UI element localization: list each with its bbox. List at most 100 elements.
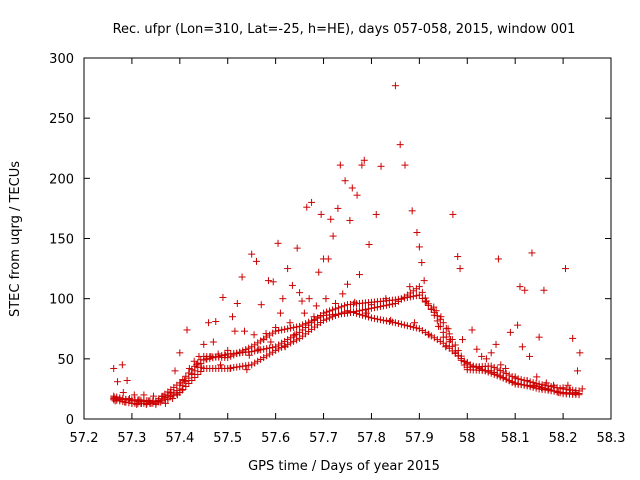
data-point xyxy=(415,325,423,333)
data-point xyxy=(457,356,465,364)
data-point xyxy=(300,309,308,317)
data-point xyxy=(335,304,343,312)
data-point xyxy=(194,370,202,378)
data-point xyxy=(245,351,253,359)
data-point xyxy=(188,366,196,374)
data-point xyxy=(492,340,500,348)
data-point xyxy=(442,333,450,341)
data-point xyxy=(533,373,541,381)
data-point xyxy=(436,315,444,323)
data-point xyxy=(400,321,408,329)
data-point xyxy=(370,304,378,312)
data-point xyxy=(224,354,232,362)
data-point xyxy=(279,295,287,303)
data-point xyxy=(179,376,187,384)
data-point xyxy=(346,216,354,224)
data-point xyxy=(194,359,202,367)
data-point xyxy=(401,161,409,169)
data-point xyxy=(287,324,295,332)
data-point xyxy=(352,307,360,315)
data-point xyxy=(406,283,414,291)
data-point xyxy=(388,300,396,308)
data-point xyxy=(439,319,447,327)
y-tick-label: 100 xyxy=(49,293,74,308)
data-point xyxy=(324,255,332,263)
data-point xyxy=(367,314,375,322)
data-point xyxy=(502,375,510,383)
data-point xyxy=(573,367,581,375)
data-point xyxy=(373,315,381,323)
data-point xyxy=(260,345,268,353)
x-tick-label: 57.4 xyxy=(165,431,194,446)
data-point xyxy=(427,305,435,313)
x-tick-label: 57.5 xyxy=(213,431,242,446)
data-point xyxy=(575,391,583,399)
data-point xyxy=(290,324,298,332)
data-point xyxy=(275,327,283,335)
data-point xyxy=(408,207,416,215)
data-point xyxy=(385,318,393,326)
data-point xyxy=(310,313,318,321)
data-point xyxy=(388,318,396,326)
data-point xyxy=(260,354,268,362)
data-points xyxy=(110,82,586,409)
data-point xyxy=(433,336,441,344)
data-point xyxy=(449,210,457,218)
data-point xyxy=(317,313,325,321)
data-point xyxy=(339,290,347,298)
data-point xyxy=(278,339,286,347)
data-point xyxy=(308,198,316,206)
data-point xyxy=(118,361,126,369)
data-point xyxy=(412,324,420,332)
data-point xyxy=(415,243,423,251)
data-point xyxy=(257,346,265,354)
data-point xyxy=(233,299,241,307)
data-point xyxy=(341,177,349,185)
data-point xyxy=(191,373,199,381)
data-point xyxy=(251,359,259,367)
data-point xyxy=(418,288,426,296)
data-point xyxy=(281,325,289,333)
data-point xyxy=(290,332,298,340)
data-point xyxy=(387,316,395,324)
data-point xyxy=(456,265,464,273)
y-tick-label: 300 xyxy=(49,52,74,67)
x-axis-label: GPS time / Days of year 2015 xyxy=(248,459,440,474)
data-point xyxy=(448,342,456,350)
axis-ticks: 57.2 57.3 57.4 57.5 57.6 57.7 57.8 57.9 58 58.1 58… xyxy=(49,52,625,446)
x-tick-label: 57.3 xyxy=(117,431,146,446)
data-point xyxy=(382,317,390,325)
data-point xyxy=(242,346,250,354)
data-point xyxy=(263,352,271,360)
data-point xyxy=(312,302,320,310)
data-point xyxy=(396,141,404,149)
data-point xyxy=(286,319,294,327)
data-point xyxy=(212,318,220,326)
data-point xyxy=(205,319,213,327)
data-point xyxy=(262,330,270,338)
data-point xyxy=(274,239,282,247)
x-tick-label: 57.6 xyxy=(261,431,290,446)
data-point xyxy=(269,343,277,351)
data-point xyxy=(130,391,138,399)
data-point xyxy=(496,372,504,380)
data-point xyxy=(358,306,366,314)
data-point xyxy=(540,286,548,294)
y-tick-label: 200 xyxy=(49,172,74,187)
data-point xyxy=(329,232,337,240)
data-point xyxy=(327,215,335,223)
data-point xyxy=(418,259,426,267)
data-point xyxy=(460,361,468,369)
data-point xyxy=(219,293,227,301)
data-point xyxy=(442,324,450,332)
data-point xyxy=(436,337,444,345)
data-point xyxy=(278,326,286,334)
data-point xyxy=(391,319,399,327)
data-point xyxy=(227,352,235,360)
data-point xyxy=(267,338,275,346)
data-point xyxy=(200,340,208,348)
data-point xyxy=(263,345,271,353)
data-point xyxy=(341,302,349,310)
data-point xyxy=(424,330,432,338)
data-point xyxy=(367,304,375,312)
